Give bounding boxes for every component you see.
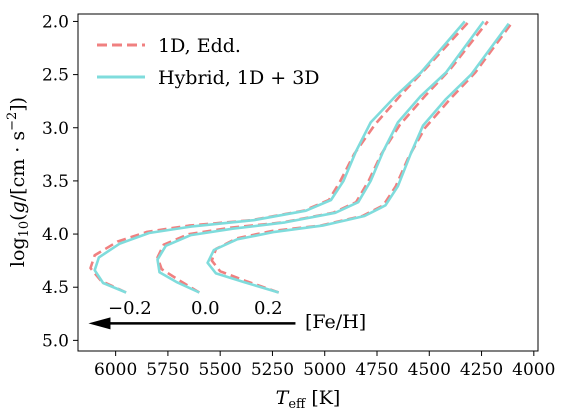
series-line-hybrid-5 — [206, 22, 510, 294]
y-tick-label: 4.5 — [42, 278, 69, 298]
x-tick-label: 5250 — [251, 360, 294, 380]
plot-frame — [77, 13, 539, 352]
feh-title: [Fe/H] — [305, 311, 366, 333]
feh-arrow-head — [88, 317, 111, 330]
legend-label-hybrid: Hybrid, 1D + 3D — [158, 67, 320, 89]
x-axis-label: Teff [K] — [276, 387, 341, 412]
x-tick-label: 4250 — [460, 360, 503, 380]
plot-area — [78, 14, 538, 351]
y-tick-label: 3.5 — [42, 172, 69, 192]
curves-layer — [89, 20, 514, 294]
y-tick-label: 3.0 — [42, 119, 69, 139]
x-tick-label: 6000 — [94, 360, 137, 380]
x-tick-label: 5750 — [146, 360, 189, 380]
feh-value-zero: 0.0 — [191, 298, 220, 319]
feh-value-minus: −0.2 — [108, 298, 152, 319]
y-axis-label: log10(g/[cm · s−2]) — [5, 97, 32, 267]
x-tick-label: 5500 — [199, 360, 242, 380]
metallicity-annotation: −0.2 0.0 0.2 [Fe/H] — [88, 298, 366, 333]
ticks-layer: 6000 5750 5500 5250 5000 4750 4500 4250 4000 2.0 2… — [42, 12, 555, 380]
y-tick-label: 4.0 — [42, 225, 69, 245]
series-line-hybrid-3 — [156, 20, 485, 294]
legend: 1D, Edd. Hybrid, 1D + 3D — [97, 35, 320, 89]
y-tick-label: 2.0 — [42, 12, 69, 32]
y-tick-label: 2.5 — [42, 66, 69, 86]
series-line-edd-0 — [89, 20, 470, 294]
y-tick-label: 5.0 — [42, 331, 69, 351]
legend-label-edd: 1D, Edd. — [158, 35, 241, 57]
feh-value-plus: 0.2 — [254, 298, 283, 319]
series-line-hybrid-1 — [93, 20, 466, 294]
x-tick-label: 4000 — [512, 360, 555, 380]
x-tick-label: 4750 — [355, 360, 398, 380]
x-tick-label: 4500 — [408, 360, 451, 380]
x-tick-label: 5000 — [303, 360, 346, 380]
